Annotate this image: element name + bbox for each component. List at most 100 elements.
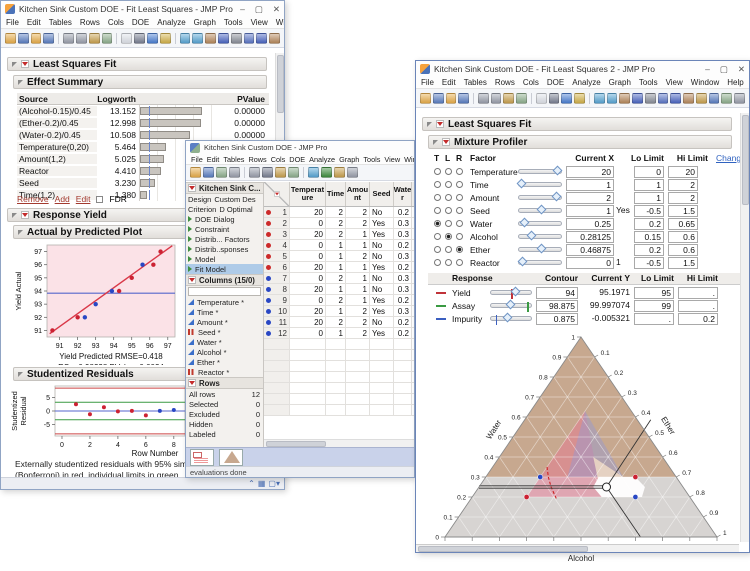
fdr-checkbox[interactable] xyxy=(96,195,104,203)
row-state-dot-blue[interactable] xyxy=(266,297,271,303)
axis-radio-l[interactable] xyxy=(445,233,452,240)
axis-radio-r[interactable] xyxy=(456,220,463,227)
zoom-icon[interactable] xyxy=(134,32,145,44)
lasso-icon[interactable] xyxy=(205,32,216,44)
axis-radio-r[interactable] xyxy=(456,246,463,253)
row-state-dot-blue[interactable] xyxy=(266,275,271,281)
current-x-input[interactable]: 0.25 xyxy=(566,218,614,230)
arrow-icon[interactable] xyxy=(146,32,158,44)
slider-thumb-icon[interactable] xyxy=(551,191,562,202)
axis-radio-t[interactable] xyxy=(434,246,441,253)
contour-input[interactable]: 94 xyxy=(536,287,578,299)
menu-view[interactable]: View xyxy=(250,18,268,27)
menu-tables[interactable]: Tables xyxy=(463,78,487,87)
axis-radio-t[interactable] xyxy=(434,259,441,266)
studentized-residuals-plot[interactable]: -5 0 5 0 2 4 6 8 Studentized Residual Row Number xyxy=(9,383,205,457)
menu-tools[interactable]: Tools xyxy=(223,18,243,27)
column-header-seed[interactable]: Seed xyxy=(370,182,394,206)
red-triangle-menu-icon[interactable] xyxy=(442,138,450,146)
menu-edit[interactable]: Edit xyxy=(206,154,220,164)
effect-row[interactable]: (Alcohol-0.15)/0.45 13.152 0.00000 xyxy=(17,105,265,117)
menu-tables[interactable]: Tables xyxy=(223,154,245,164)
mixture-ternary-plot[interactable]: 0 1 0.1 0.9 0.1 0.2 0.8 0.2 0.3 0.7 0.3 0.4 0.6 0.4 0.… xyxy=(418,327,744,571)
table-row[interactable] xyxy=(264,339,414,350)
rows-stat-hidden[interactable]: Hidden 0 xyxy=(189,419,260,429)
current-x-input[interactable]: 1 xyxy=(566,205,614,217)
design-point[interactable] xyxy=(523,494,530,500)
red-triangle-menu-icon[interactable] xyxy=(21,60,29,68)
menu-tools[interactable]: Tools xyxy=(638,78,658,87)
grabber-icon[interactable] xyxy=(593,92,605,104)
menu-analyze[interactable]: Analyze xyxy=(309,154,336,164)
paste-icon[interactable] xyxy=(88,32,100,44)
menu-cols[interactable]: Cols xyxy=(522,78,539,87)
journal-icon[interactable] xyxy=(101,32,113,44)
table-icon[interactable] xyxy=(288,167,299,178)
hi-limit-input[interactable]: 1.5 xyxy=(668,257,698,269)
menu-doe[interactable]: DOE xyxy=(546,78,565,87)
save-all-icon[interactable] xyxy=(17,32,29,44)
factor-slider[interactable] xyxy=(517,256,562,267)
row-state-dot-blue[interactable] xyxy=(266,308,271,314)
table-row[interactable] xyxy=(264,350,414,361)
axis-radio-r[interactable] xyxy=(456,259,463,266)
column-item-amount[interactable]: Amount * xyxy=(186,317,263,327)
paste-icon[interactable] xyxy=(275,167,286,178)
magnifier-icon[interactable] xyxy=(644,92,656,104)
rows-panel-header[interactable]: Rows xyxy=(186,377,263,389)
contour-input[interactable]: 98.875 xyxy=(536,300,578,312)
row-state-dot-red[interactable] xyxy=(266,242,271,248)
axis-radio-r[interactable] xyxy=(456,194,463,201)
brush-icon[interactable] xyxy=(632,92,643,104)
journal-icon[interactable] xyxy=(516,92,527,104)
factor-slider[interactable] xyxy=(518,204,562,215)
layout-icon[interactable] xyxy=(334,167,345,178)
design-point[interactable] xyxy=(632,474,639,480)
table-row[interactable]: 8 20 1 1 No 0.3 xyxy=(264,284,414,295)
table-row[interactable]: 2 0 2 2 Yes 0.3 xyxy=(264,218,414,229)
current-x-input[interactable]: 1 xyxy=(566,179,614,191)
table-row[interactable]: 3 20 2 1 Yes 0.3 xyxy=(264,229,414,240)
column-item-seed[interactable]: Seed * xyxy=(186,327,263,337)
column-header-amou-nt[interactable]: Amou nt xyxy=(346,182,370,206)
axis-radio-r[interactable] xyxy=(456,233,463,240)
menu-file[interactable]: File xyxy=(6,18,19,27)
change-link[interactable]: Change xyxy=(716,153,746,163)
lo-limit-input[interactable]: -0.5 xyxy=(634,257,664,269)
edit-link[interactable]: Edit xyxy=(75,194,91,204)
menu-file[interactable]: File xyxy=(421,78,434,87)
menu-rows[interactable]: Rows xyxy=(248,154,267,164)
axis-radio-r[interactable] xyxy=(456,168,463,175)
factor-slider[interactable] xyxy=(518,243,562,254)
table-row[interactable]: 10 20 1 2 Yes 0.3 xyxy=(264,306,414,317)
column-header-temperat-ure[interactable]: Temperat ure xyxy=(290,182,326,206)
lo-limit-input[interactable]: 95 xyxy=(634,287,674,299)
column-item-alcohol[interactable]: Alcohol * xyxy=(186,347,263,357)
table-panel-header[interactable]: Kitchen Sink C... xyxy=(186,182,263,194)
axis-radio-l[interactable] xyxy=(445,259,452,266)
disclosure-icon[interactable] xyxy=(18,229,23,235)
outline-least-squares-fit[interactable]: Least Squares Fit xyxy=(7,57,267,71)
table-row[interactable]: 4 0 1 1 No 0.2 xyxy=(264,240,414,251)
menu-window[interactable]: Window xyxy=(275,18,284,27)
maximize-icon[interactable]: ▢ xyxy=(719,63,728,74)
contour-input[interactable]: 0.875 xyxy=(536,313,578,325)
row-state-dot-blue[interactable] xyxy=(266,330,271,336)
contour-slider[interactable] xyxy=(490,286,532,299)
pencil-icon[interactable] xyxy=(269,32,280,44)
data-grid[interactable]: Temperat ure Time Amou nt Seed Wate r 1 20 2 2 N… xyxy=(264,182,414,439)
titlebar[interactable]: Kitchen Sink Custom DOE - JMP Pro xyxy=(186,141,414,154)
pencil-icon[interactable] xyxy=(683,92,694,104)
crosshair-icon[interactable] xyxy=(243,32,255,44)
red-triangle-menu-icon[interactable] xyxy=(21,211,29,219)
column-header-time[interactable]: Time xyxy=(326,182,346,206)
copy-icon[interactable] xyxy=(75,32,87,44)
save-icon[interactable] xyxy=(203,167,214,178)
lo-limit-input[interactable]: 99 xyxy=(634,300,674,312)
cut-icon[interactable] xyxy=(229,167,240,178)
table-row[interactable]: 11 20 2 2 No 0.2 xyxy=(264,317,414,328)
outline-item-distrib-sponses[interactable]: Distrib..sponses xyxy=(186,244,263,254)
open-icon[interactable] xyxy=(190,167,201,178)
hi-limit-input[interactable]: 0.65 xyxy=(668,218,698,230)
plus-icon[interactable] xyxy=(256,32,268,44)
